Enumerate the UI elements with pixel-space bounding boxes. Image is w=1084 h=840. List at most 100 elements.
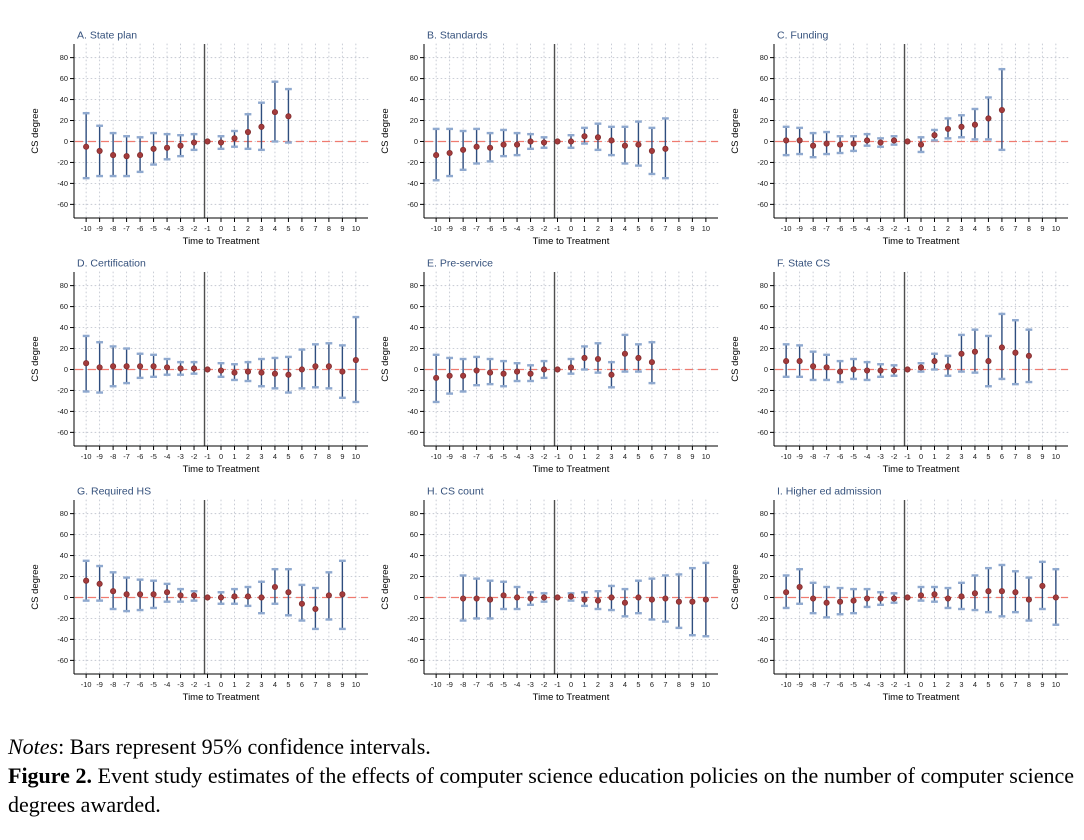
- svg-text:-10: -10: [781, 224, 792, 233]
- svg-text:6: 6: [300, 680, 304, 689]
- svg-text:-6: -6: [137, 224, 144, 233]
- figure-title: Figure 2. Event study estimates of the e…: [8, 761, 1074, 819]
- svg-text:-7: -7: [473, 680, 480, 689]
- svg-text:0: 0: [919, 224, 923, 233]
- svg-text:-7: -7: [123, 224, 130, 233]
- svg-text:60: 60: [60, 74, 68, 83]
- svg-text:-60: -60: [407, 428, 418, 437]
- svg-text:-4: -4: [514, 680, 521, 689]
- svg-text:1: 1: [582, 224, 586, 233]
- svg-text:2: 2: [946, 452, 950, 461]
- axes: [70, 272, 368, 450]
- svg-text:5: 5: [986, 224, 990, 233]
- point-estimates: [460, 592, 709, 606]
- point-estimates: [433, 133, 669, 159]
- panel-a-state-plan: -60 -40 -20 0 20 40 60 80 -10 -9 -8 -7 -6 -5 -4 -3 -2 -1 0…: [28, 28, 376, 250]
- svg-text:80: 80: [760, 53, 768, 62]
- svg-text:-1: -1: [204, 224, 211, 233]
- svg-text:-10: -10: [431, 680, 442, 689]
- svg-text:3: 3: [259, 452, 263, 461]
- panel-f-state-cs: -60 -40 -20 0 20 40 60 80 -10 -9 -8 -7 -6 -5 -4 -3 -2 -1 0…: [728, 256, 1076, 478]
- figure-notes: Notes: Bars represent 95% confidence int…: [8, 732, 1074, 761]
- svg-text:-60: -60: [757, 656, 768, 665]
- svg-text:9: 9: [340, 452, 344, 461]
- svg-text:6: 6: [300, 452, 304, 461]
- y-axis-label: CS degree: [380, 564, 391, 609]
- svg-text:20: 20: [410, 116, 418, 125]
- svg-text:10: 10: [352, 452, 360, 461]
- y-tick-labels: -60 -40 -20 0 20 40 60 80: [757, 509, 768, 665]
- svg-text:5: 5: [636, 680, 640, 689]
- svg-text:4: 4: [273, 680, 277, 689]
- svg-text:-3: -3: [877, 680, 884, 689]
- svg-text:-10: -10: [81, 680, 92, 689]
- svg-text:7: 7: [1013, 224, 1017, 233]
- svg-text:-10: -10: [81, 224, 92, 233]
- svg-text:7: 7: [313, 224, 317, 233]
- svg-text:9: 9: [340, 224, 344, 233]
- svg-text:9: 9: [1040, 224, 1044, 233]
- x-tick-labels: -10 -9 -8 -7 -6 -5 -4 -3 -2 -1 0 1 2 3 4 5 6 7 8 9 10: [781, 452, 1060, 461]
- svg-text:-1: -1: [554, 680, 561, 689]
- svg-text:80: 80: [60, 509, 68, 518]
- svg-text:2: 2: [946, 224, 950, 233]
- panel-e-pre-service: -60 -40 -20 0 20 40 60 80 -10 -9 -8 -7 -6 -5 -4 -3 -2 -1 0…: [378, 256, 726, 478]
- svg-text:-4: -4: [514, 224, 521, 233]
- svg-text:40: 40: [410, 551, 418, 560]
- svg-text:0: 0: [764, 137, 768, 146]
- svg-text:20: 20: [760, 116, 768, 125]
- svg-text:-20: -20: [407, 386, 418, 395]
- svg-text:-6: -6: [837, 224, 844, 233]
- svg-text:3: 3: [259, 680, 263, 689]
- svg-text:60: 60: [410, 74, 418, 83]
- axes: [70, 44, 368, 222]
- point-estimates: [83, 356, 359, 378]
- x-axis-label: Time to Treatment: [883, 464, 960, 475]
- svg-text:6: 6: [1000, 680, 1004, 689]
- svg-text:5: 5: [636, 452, 640, 461]
- y-tick-labels: -60 -40 -20 0 20 40 60 80: [407, 53, 418, 209]
- svg-text:-20: -20: [57, 386, 68, 395]
- svg-text:1: 1: [232, 680, 236, 689]
- svg-text:-20: -20: [407, 614, 418, 623]
- svg-text:1: 1: [932, 452, 936, 461]
- svg-text:0: 0: [219, 680, 223, 689]
- point-estimates: [783, 106, 1005, 149]
- svg-text:8: 8: [677, 452, 681, 461]
- svg-text:5: 5: [286, 680, 290, 689]
- notes-label: Notes: [8, 734, 59, 759]
- svg-text:-8: -8: [110, 452, 117, 461]
- svg-text:-1: -1: [554, 224, 561, 233]
- svg-text:3: 3: [609, 452, 613, 461]
- x-tick-labels: -10 -9 -8 -7 -6 -5 -4 -3 -2 -1 0 1 2 3 4 5 6 7 8 9 10: [781, 680, 1060, 689]
- svg-text:-60: -60: [407, 200, 418, 209]
- svg-text:5: 5: [286, 452, 290, 461]
- gridlines: [774, 43, 1069, 219]
- svg-text:20: 20: [760, 344, 768, 353]
- gridlines: [424, 43, 719, 219]
- svg-text:0: 0: [569, 224, 573, 233]
- svg-text:-3: -3: [877, 224, 884, 233]
- svg-text:3: 3: [959, 452, 963, 461]
- panel-title: D. Certification: [77, 258, 146, 270]
- svg-text:-5: -5: [850, 452, 857, 461]
- svg-text:-10: -10: [781, 452, 792, 461]
- svg-text:-7: -7: [123, 680, 130, 689]
- svg-text:-2: -2: [191, 224, 198, 233]
- svg-text:-2: -2: [541, 680, 548, 689]
- svg-text:0: 0: [414, 137, 418, 146]
- panel-title: F. State CS: [777, 258, 830, 270]
- svg-text:-5: -5: [150, 452, 157, 461]
- svg-text:3: 3: [609, 224, 613, 233]
- y-axis-label: CS degree: [730, 564, 741, 609]
- svg-text:-40: -40: [757, 407, 768, 416]
- axes: [420, 44, 718, 222]
- axes: [770, 500, 1068, 678]
- axes: [70, 500, 368, 678]
- svg-text:-40: -40: [757, 179, 768, 188]
- svg-text:-2: -2: [541, 224, 548, 233]
- svg-text:7: 7: [1013, 452, 1017, 461]
